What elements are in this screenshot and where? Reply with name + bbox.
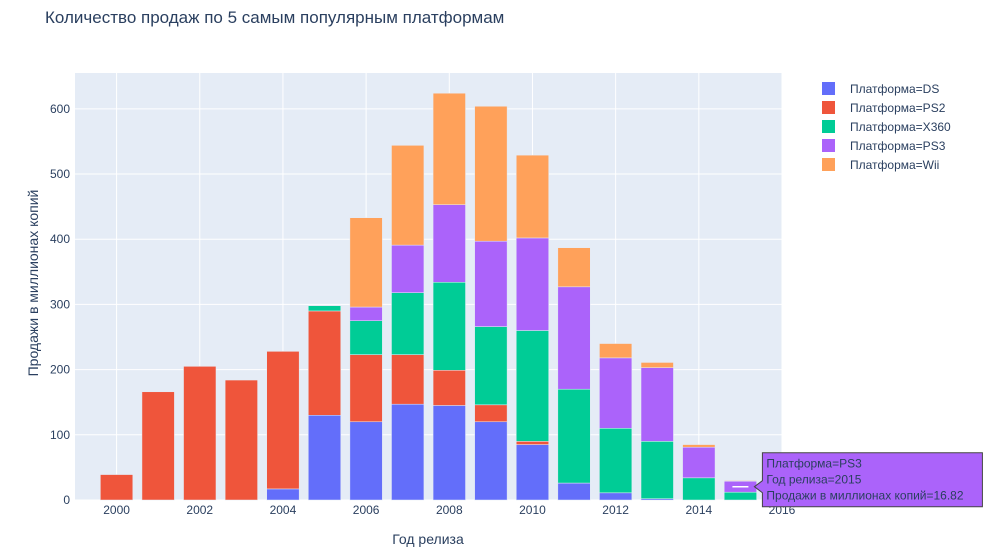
y-axis-title: Продажи в миллионах копий	[25, 190, 41, 377]
bar-segment[interactable]	[391, 404, 423, 500]
legend-label: Платформа=DS	[850, 82, 939, 96]
bar-segment[interactable]	[391, 245, 423, 293]
legend-swatch	[822, 120, 835, 133]
bar-segment[interactable]	[475, 405, 507, 422]
bar-segment[interactable]	[391, 145, 423, 245]
bar-segment[interactable]	[350, 321, 382, 355]
bar-segment[interactable]	[683, 445, 715, 448]
legend-swatch	[822, 101, 835, 114]
x-tick-label: 2012	[602, 503, 629, 517]
y-tick-label: 400	[50, 232, 70, 246]
x-axis-ticks: 2000 2002 2004 2006 2008 2010 2012 2014 2016	[103, 503, 795, 517]
bar-segment[interactable]	[350, 422, 382, 500]
y-tick-label: 500	[50, 167, 70, 181]
legend-swatch	[822, 139, 835, 152]
x-axis-title: Год релиза	[392, 531, 464, 547]
x-tick-label: 2002	[186, 503, 213, 517]
legend-item[interactable]: Платформа=PS2	[822, 101, 946, 115]
y-tick-label: 200	[50, 363, 70, 377]
bar-segment[interactable]	[100, 475, 132, 500]
bar-segment[interactable]	[475, 241, 507, 326]
bar-segment[interactable]	[475, 422, 507, 500]
hover-line: Год релиза=2015	[766, 473, 861, 487]
bar-segment[interactable]	[641, 441, 673, 498]
x-tick-label: 2004	[270, 503, 297, 517]
legend-swatch	[822, 158, 835, 171]
bar-segment[interactable]	[599, 344, 631, 358]
legend-label: Платформа=Wii	[850, 158, 939, 172]
bar-segment[interactable]	[267, 351, 299, 489]
bar-segment[interactable]	[433, 405, 465, 500]
bar-segment[interactable]	[267, 489, 299, 500]
x-tick-label: 2010	[519, 503, 546, 517]
y-axis-ticks: 0 100 200 300 400 500 600	[50, 102, 70, 507]
bar-segment[interactable]	[641, 362, 673, 367]
legend-label: Платформа=PS2	[850, 101, 946, 115]
bar-segment[interactable]	[142, 392, 174, 500]
bar-segment[interactable]	[308, 415, 340, 500]
bar-segment[interactable]	[350, 307, 382, 321]
bar-segment[interactable]	[558, 389, 590, 483]
bar-segment[interactable]	[599, 428, 631, 493]
bar-segment[interactable]	[308, 306, 340, 311]
bar-segment[interactable]	[225, 380, 257, 500]
x-tick-label: 2014	[685, 503, 712, 517]
bar-segment[interactable]	[350, 355, 382, 422]
legend-item[interactable]: Платформа=DS	[822, 82, 939, 96]
bar-segment[interactable]	[475, 327, 507, 405]
hover-tooltip: Платформа=PS3 Год релиза=2015 Продажи в ми…	[732, 453, 982, 507]
legend-label: Платформа=X360	[850, 120, 951, 134]
legend[interactable]: Платформа=DS Платформа=PS2 Платформа=X360 П…	[822, 82, 951, 172]
bar-segment[interactable]	[516, 445, 548, 500]
bar-segment[interactable]	[184, 366, 216, 500]
y-tick-label: 600	[50, 102, 70, 116]
bar-segment[interactable]	[599, 358, 631, 428]
bar-segment[interactable]	[516, 441, 548, 444]
bar-segment[interactable]	[516, 155, 548, 238]
bar-segment[interactable]	[683, 447, 715, 478]
bar-segment[interactable]	[308, 311, 340, 415]
bar-segment[interactable]	[433, 370, 465, 405]
legend-item[interactable]: Платформа=X360	[822, 120, 951, 134]
bar-segment[interactable]	[475, 106, 507, 241]
bar-segment[interactable]	[558, 248, 590, 287]
bar-segment[interactable]	[599, 493, 631, 500]
bar-segment[interactable]	[433, 205, 465, 283]
y-tick-label: 300	[50, 297, 70, 311]
bar-segment[interactable]	[724, 492, 756, 500]
bar-segment[interactable]	[391, 293, 423, 355]
bar-segment[interactable]	[558, 483, 590, 500]
legend-swatch	[822, 82, 835, 95]
y-tick-label: 0	[63, 493, 70, 507]
bar-segment[interactable]	[558, 287, 590, 389]
y-tick-label: 100	[50, 428, 70, 442]
hover-line: Продажи в миллионах копий=16.82	[766, 489, 963, 503]
x-tick-label: 2000	[103, 503, 130, 517]
bar-segment[interactable]	[391, 355, 423, 405]
bar-segment[interactable]	[724, 481, 756, 482]
bar-segment[interactable]	[683, 478, 715, 500]
plot-background	[75, 73, 782, 500]
hover-line: Платформа=PS3	[766, 457, 862, 471]
legend-label: Платформа=PS3	[850, 139, 946, 153]
bar-segment[interactable]	[516, 238, 548, 331]
bar-segment[interactable]	[433, 282, 465, 370]
x-tick-label: 2008	[436, 503, 463, 517]
bar-segment[interactable]	[516, 331, 548, 442]
x-tick-label: 2006	[353, 503, 380, 517]
bar-segment[interactable]	[350, 218, 382, 307]
legend-item[interactable]: Платформа=PS3	[822, 139, 946, 153]
bar-segment[interactable]	[433, 93, 465, 204]
chart-title: Количество продаж по 5 самым популярным …	[45, 8, 504, 27]
bar-segment[interactable]	[641, 368, 673, 442]
legend-item[interactable]: Платформа=Wii	[822, 158, 939, 172]
